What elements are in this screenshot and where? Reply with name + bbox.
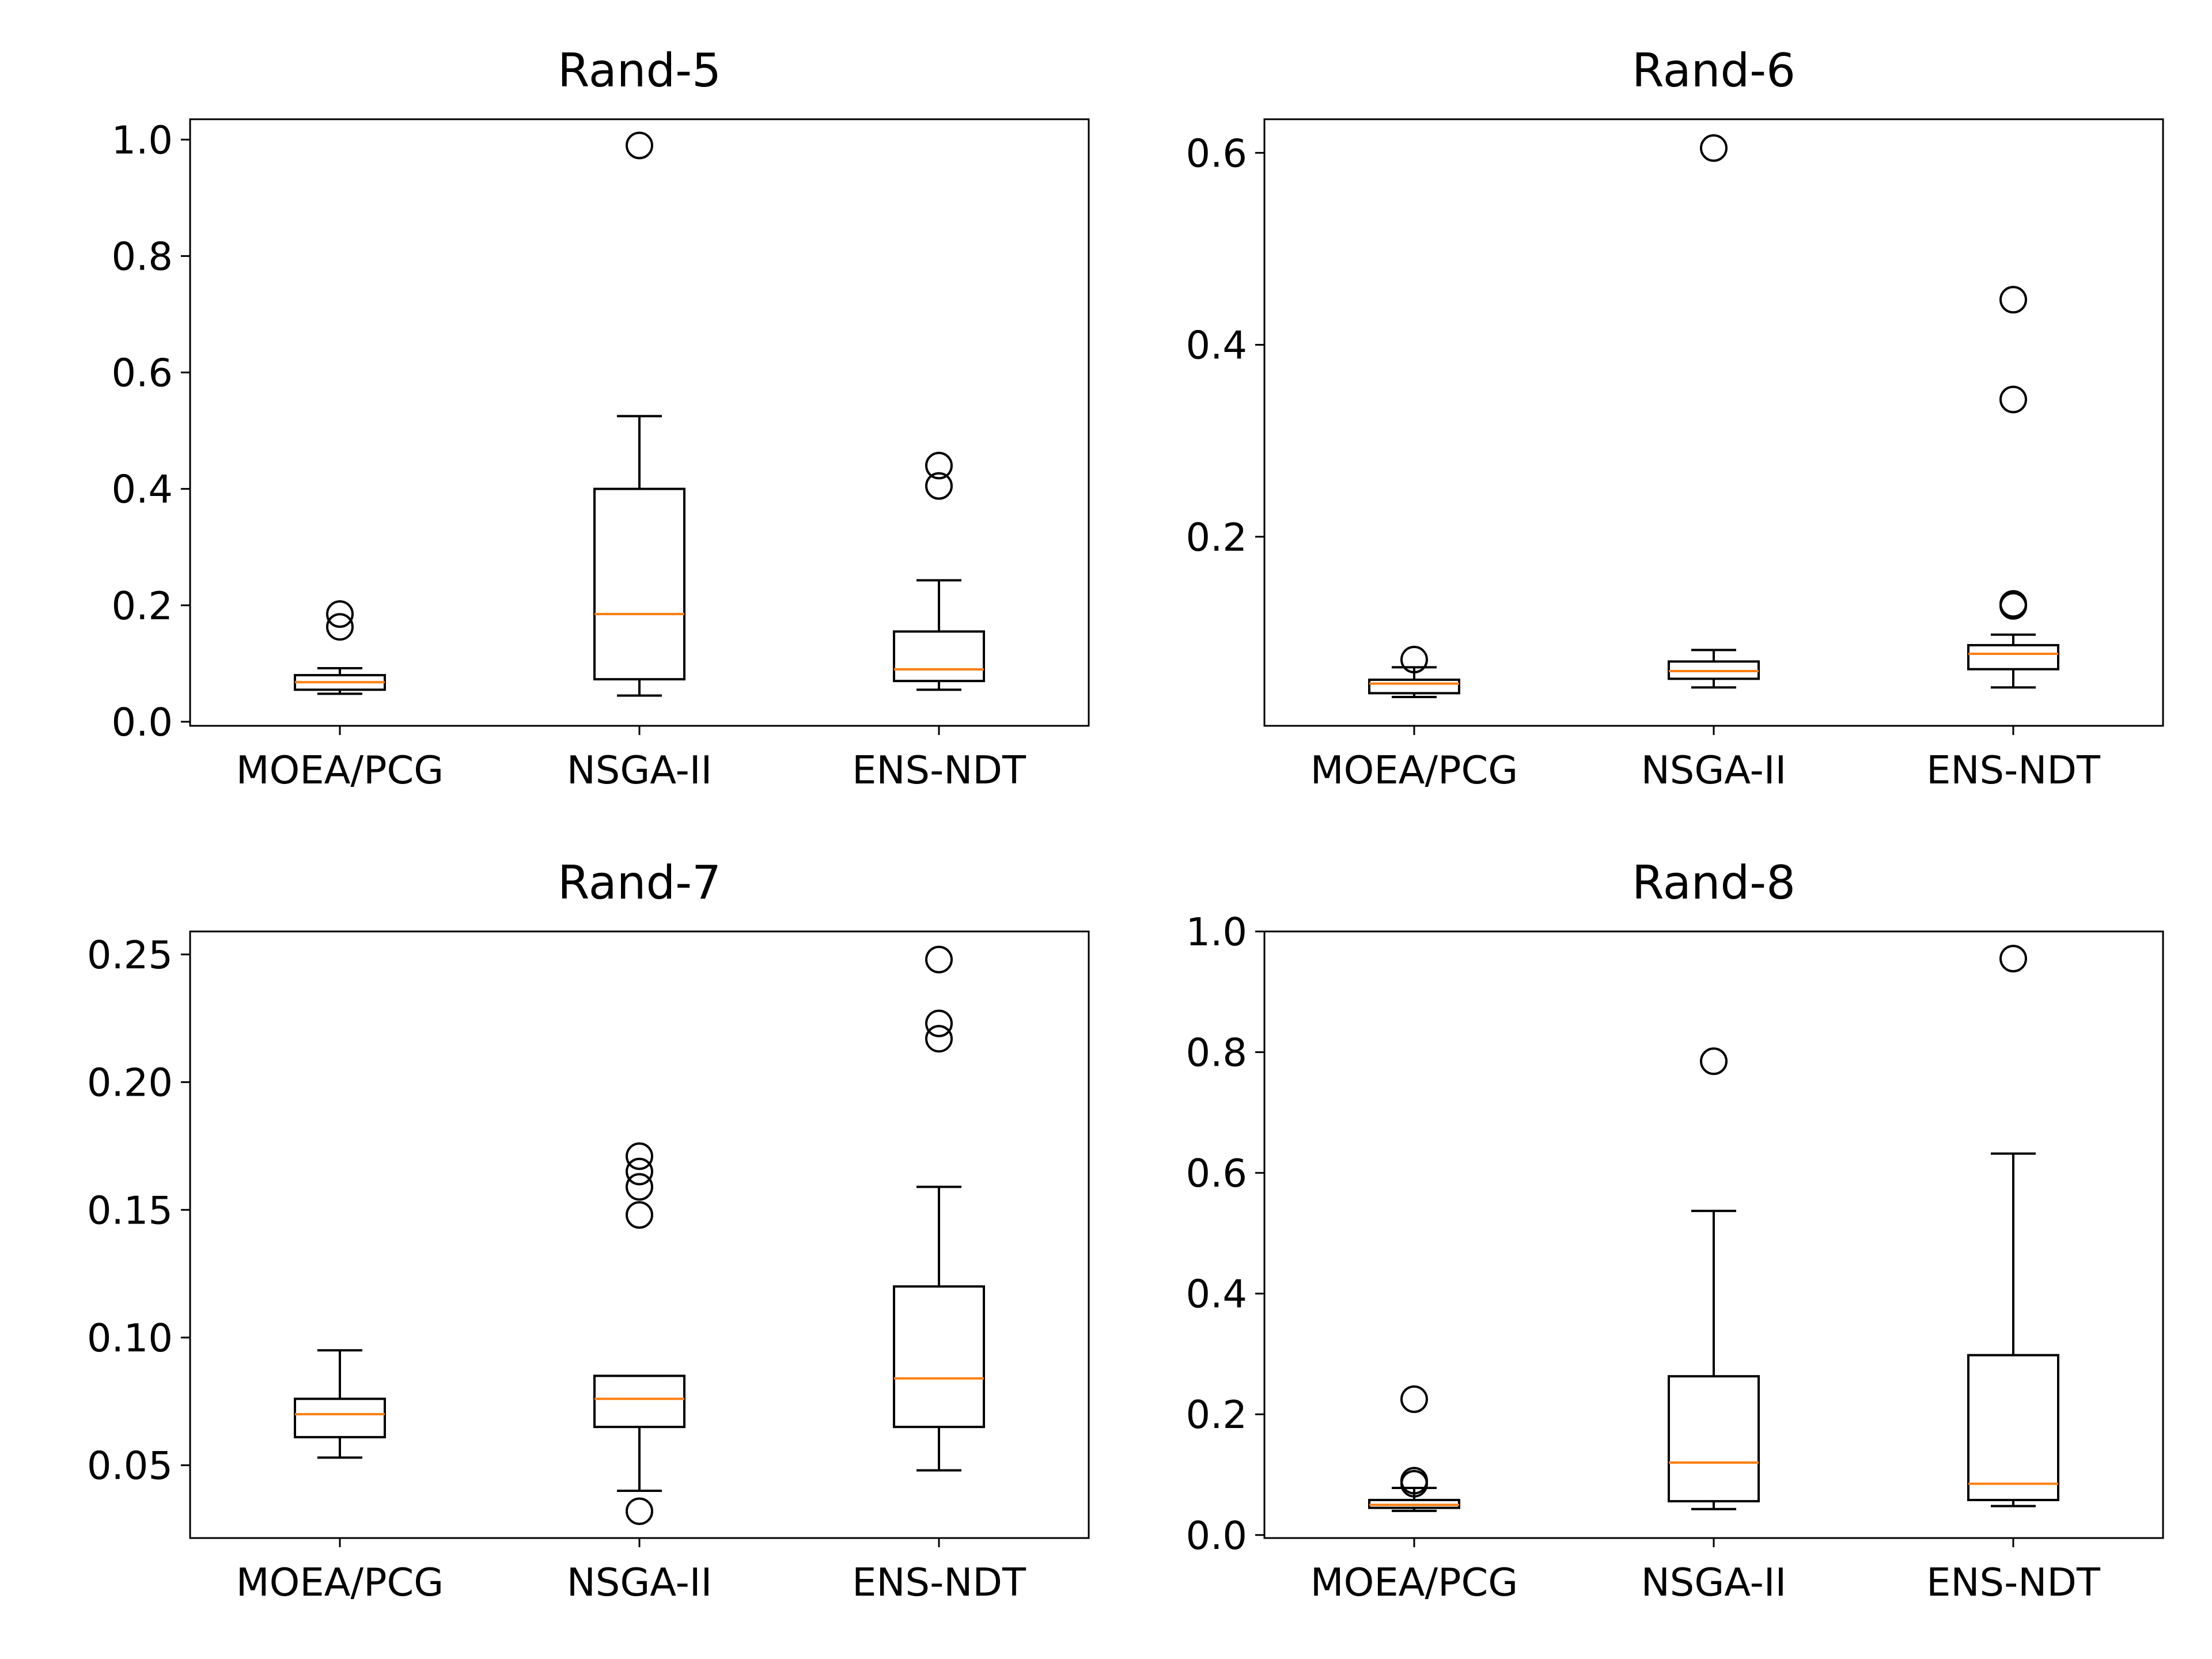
outlier-point (626, 1157, 653, 1185)
box-iqr (593, 1374, 685, 1429)
y-tick-label: 0.4 (111, 467, 173, 512)
outlier-point (1700, 1047, 1728, 1075)
outlier-point (626, 1142, 653, 1171)
x-tick-label: ENS-NDT (852, 1560, 1027, 1605)
outlier-point (1999, 590, 2027, 618)
y-tick-label: 1.0 (1185, 910, 1247, 955)
x-tick-label: NSGA-II (1641, 748, 1787, 793)
panel-title: Rand-5 (558, 44, 721, 97)
y-tick-label: 0.2 (111, 584, 173, 628)
x-tick-label: MOEA/PCG (236, 1560, 444, 1605)
x-tick-label: ENS-NDT (1926, 1560, 2101, 1605)
outlier-point (1400, 1467, 1428, 1495)
outlier-point (1999, 385, 2027, 414)
y-tick-label: 0.10 (87, 1316, 173, 1361)
outlier-point (1999, 945, 2027, 973)
y-tick-label: 0.8 (111, 234, 173, 279)
outlier-point (925, 1025, 953, 1053)
y-tick-label: 0.25 (87, 933, 173, 978)
box-iqr (294, 1397, 386, 1438)
outlier-point (326, 613, 354, 641)
outlier-point (1999, 286, 2027, 314)
outlier-point (925, 945, 953, 974)
box-iqr (1668, 1375, 1760, 1503)
x-tick-label: NSGA-II (567, 1560, 713, 1605)
outlier-point (925, 1009, 953, 1037)
panel-rand-8: Rand-8 (1263, 856, 2164, 1539)
y-tick-label: 1.0 (111, 118, 173, 162)
panel-title: Rand-8 (1632, 856, 1796, 910)
y-tick-label: 0.4 (1185, 323, 1247, 368)
x-tick-label: ENS-NDT (852, 748, 1027, 793)
outlier-point (626, 1173, 653, 1201)
outlier-point (925, 452, 953, 480)
y-tick-label: 0.6 (1185, 131, 1247, 176)
outlier-point (1400, 646, 1428, 674)
panel-title: Rand-7 (558, 856, 721, 910)
panel-title: Rand-6 (1632, 44, 1796, 97)
y-tick-label: 0.4 (1185, 1272, 1247, 1317)
y-tick-label: 0.15 (87, 1188, 173, 1233)
outlier-point (626, 131, 653, 160)
outlier-point (626, 1497, 653, 1525)
outlier-point (925, 472, 953, 500)
x-tick-label: NSGA-II (567, 748, 713, 793)
y-tick-label: 0.8 (1185, 1031, 1247, 1075)
box-iqr (1967, 1354, 2059, 1501)
box-iqr (1368, 679, 1460, 695)
outlier-point (626, 1201, 653, 1229)
box-iqr (893, 630, 985, 683)
y-tick-label: 0.0 (111, 700, 173, 745)
x-tick-label: NSGA-II (1641, 1560, 1787, 1605)
y-tick-label: 0.2 (1185, 515, 1247, 560)
outlier-point (326, 600, 354, 628)
y-tick-label: 0.0 (1185, 1513, 1247, 1558)
y-tick-label: 0.20 (87, 1060, 173, 1105)
box-iqr (593, 487, 685, 681)
outlier-point (1700, 134, 1728, 162)
box-iqr (1967, 644, 2059, 671)
outlier-point (1400, 1385, 1428, 1414)
x-tick-label: ENS-NDT (1926, 748, 2101, 793)
y-tick-label: 0.05 (87, 1444, 173, 1488)
y-tick-label: 0.6 (1185, 1151, 1247, 1196)
x-tick-label: MOEA/PCG (1310, 1560, 1518, 1605)
x-tick-label: MOEA/PCG (236, 748, 444, 793)
x-tick-label: MOEA/PCG (1310, 748, 1518, 793)
y-tick-label: 0.6 (111, 351, 173, 396)
y-tick-label: 0.2 (1185, 1392, 1247, 1437)
box-iqr (893, 1285, 985, 1429)
